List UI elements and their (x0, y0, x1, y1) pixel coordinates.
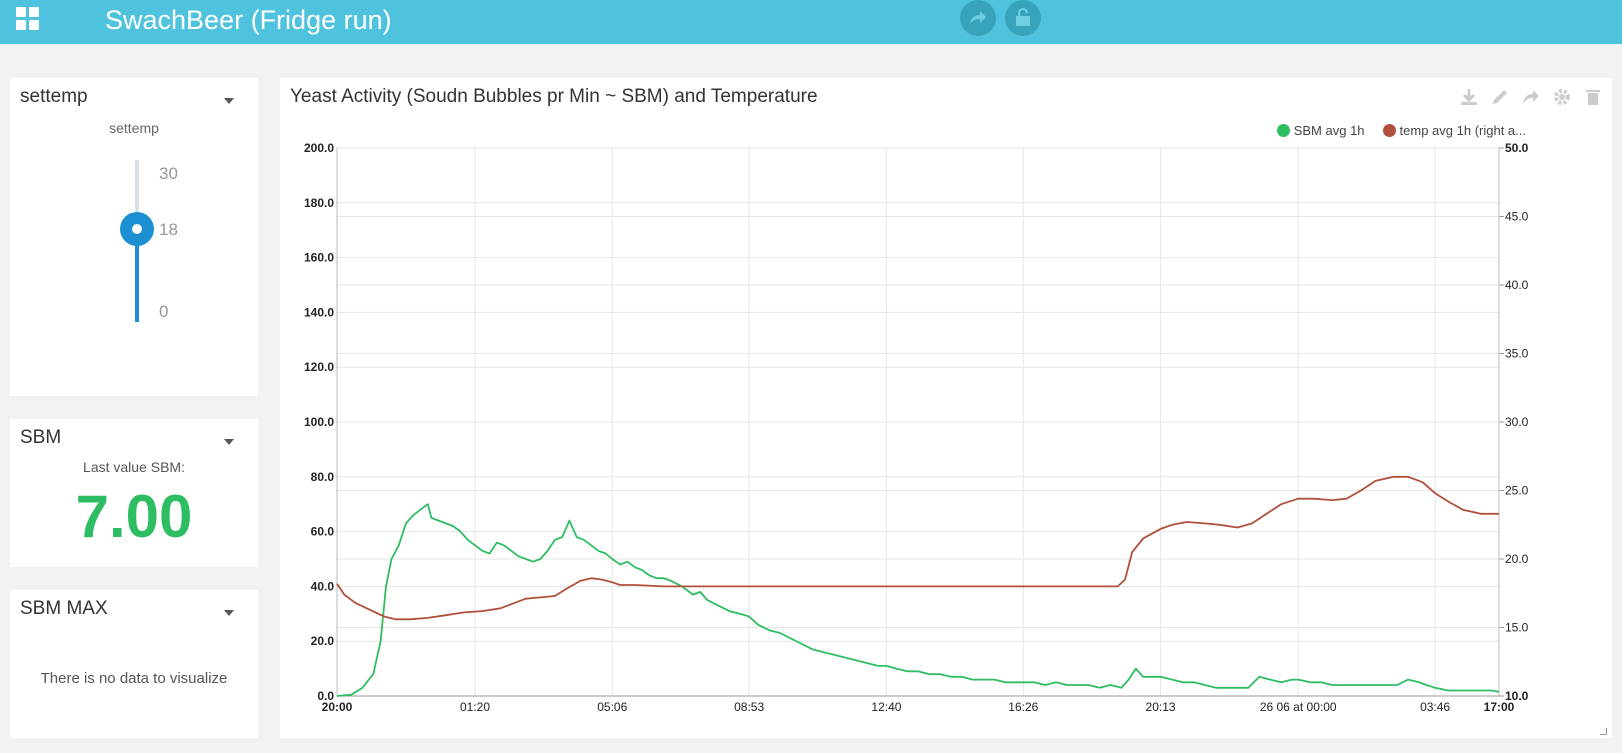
x-tick-label: 20:00 (322, 700, 353, 714)
y-left-tick-label: 100.0 (304, 415, 334, 429)
slider-max-label: 30 (159, 164, 178, 183)
x-tick-label: 05:06 (597, 700, 627, 714)
x-tick-label: 26 06 at 00:00 (1260, 700, 1337, 714)
top-bar: SwachBeer (Fridge run) (0, 0, 1622, 44)
slider-min-label: 0 (159, 302, 169, 321)
panel-menu-caret-icon[interactable] (224, 98, 234, 104)
x-tick-label: 17:00 (1484, 700, 1515, 714)
y-left-tick-label: 40.0 (311, 579, 335, 593)
slider-value-label: 18 (159, 220, 178, 239)
legend-item-sbm[interactable]: SBM avg 1h (1276, 123, 1365, 138)
sbm-max-panel: SBM MAX There is no data to visualize (10, 590, 258, 738)
y-right-tick-label: 30.0 (1505, 415, 1529, 429)
resize-handle-icon[interactable] (1600, 728, 1607, 735)
temp-avg-series-line (336, 475, 1499, 621)
y-left-tick-label: 0.0 (317, 689, 334, 703)
pencil-icon[interactable] (1489, 86, 1511, 108)
legend-swatch (1382, 124, 1396, 137)
slider-fill (135, 228, 139, 322)
y-right-tick-label: 25.0 (1505, 484, 1529, 498)
sbm-value: 7.00 (75, 483, 193, 550)
chart-toolbar (1458, 86, 1604, 108)
y-right-tick-label: 15.0 (1505, 621, 1529, 635)
yeast-activity-chart[interactable]: 0.0 20.0 40.0 60.0 80.0 100.0 120.0 140.0 160.0 1… (280, 78, 1612, 738)
y-right-tick-label: 20.0 (1505, 552, 1529, 566)
dashboard-grid-icon[interactable] (16, 7, 40, 31)
panel-title: SBM MAX (20, 598, 108, 619)
y-left-tick-label: 180.0 (304, 196, 334, 210)
sbm-avg-series-line (336, 503, 1500, 697)
share-button[interactable] (960, 0, 996, 36)
y-right-tick-label: 10.0 (1505, 689, 1529, 703)
slider-label: settemp (109, 120, 159, 136)
y-right-tick-label: 50.0 (1505, 141, 1529, 155)
share-icon (970, 11, 986, 24)
slider-track[interactable] (135, 160, 139, 230)
chart-panel: Yeast Activity (Soudn Bubbles pr Min ~ S… (280, 78, 1612, 738)
slider-handle[interactable] (120, 212, 154, 246)
download-icon[interactable] (1458, 86, 1480, 108)
chart-panel-title: Yeast Activity (Soudn Bubbles pr Min ~ S… (290, 86, 818, 107)
y-right-tick-label: 40.0 (1505, 278, 1529, 292)
legend-label: temp avg 1h (right a... (1399, 123, 1526, 138)
x-tick-label: 08:53 (734, 700, 764, 714)
y-left-tick-label: 160.0 (304, 251, 334, 265)
x-tick-label: 12:40 (871, 700, 901, 714)
y-left-tick-label: 200.0 (304, 141, 334, 155)
sbm-caption: Last value SBM: (83, 459, 185, 475)
y-left-tick-label: 60.0 (311, 525, 335, 539)
trash-icon[interactable] (1582, 86, 1604, 108)
y-left-tick-label: 20.0 (311, 634, 335, 648)
legend-label: SBM avg 1h (1293, 123, 1365, 138)
panel-title: SBM (20, 427, 62, 448)
x-tick-label: 03:46 (1420, 700, 1450, 714)
legend-swatch (1276, 124, 1290, 137)
y-left-tick-label: 140.0 (304, 305, 334, 319)
lock-button[interactable] (1005, 0, 1041, 36)
dashboard-title: SwachBeer (Fridge run) (105, 5, 392, 35)
settemp-panel: settemp settemp 30 18 0 (10, 78, 258, 396)
x-tick-label: 01:20 (460, 700, 490, 714)
panel-title: settemp (20, 86, 88, 107)
y-left-tick-label: 120.0 (304, 360, 334, 374)
y-left-tick-label: 80.0 (311, 470, 335, 484)
unlock-icon (1016, 8, 1030, 26)
y-right-tick-label: 45.0 (1505, 210, 1529, 224)
legend-item-temp[interactable]: temp avg 1h (right a... (1382, 123, 1526, 138)
panel-menu-caret-icon[interactable] (224, 439, 234, 445)
x-tick-label: 20:13 (1146, 700, 1176, 714)
share-icon[interactable] (1520, 86, 1542, 108)
gear-icon[interactable] (1551, 86, 1573, 108)
chart-legend: SBM avg 1h temp avg 1h (right a... (1276, 123, 1526, 138)
x-tick-label: 16:26 (1008, 700, 1038, 714)
sbm-panel: SBM Last value SBM: 7.00 (10, 419, 258, 567)
no-data-message: There is no data to visualize (40, 670, 228, 687)
panel-menu-caret-icon[interactable] (224, 610, 234, 616)
y-right-tick-label: 35.0 (1505, 347, 1529, 361)
